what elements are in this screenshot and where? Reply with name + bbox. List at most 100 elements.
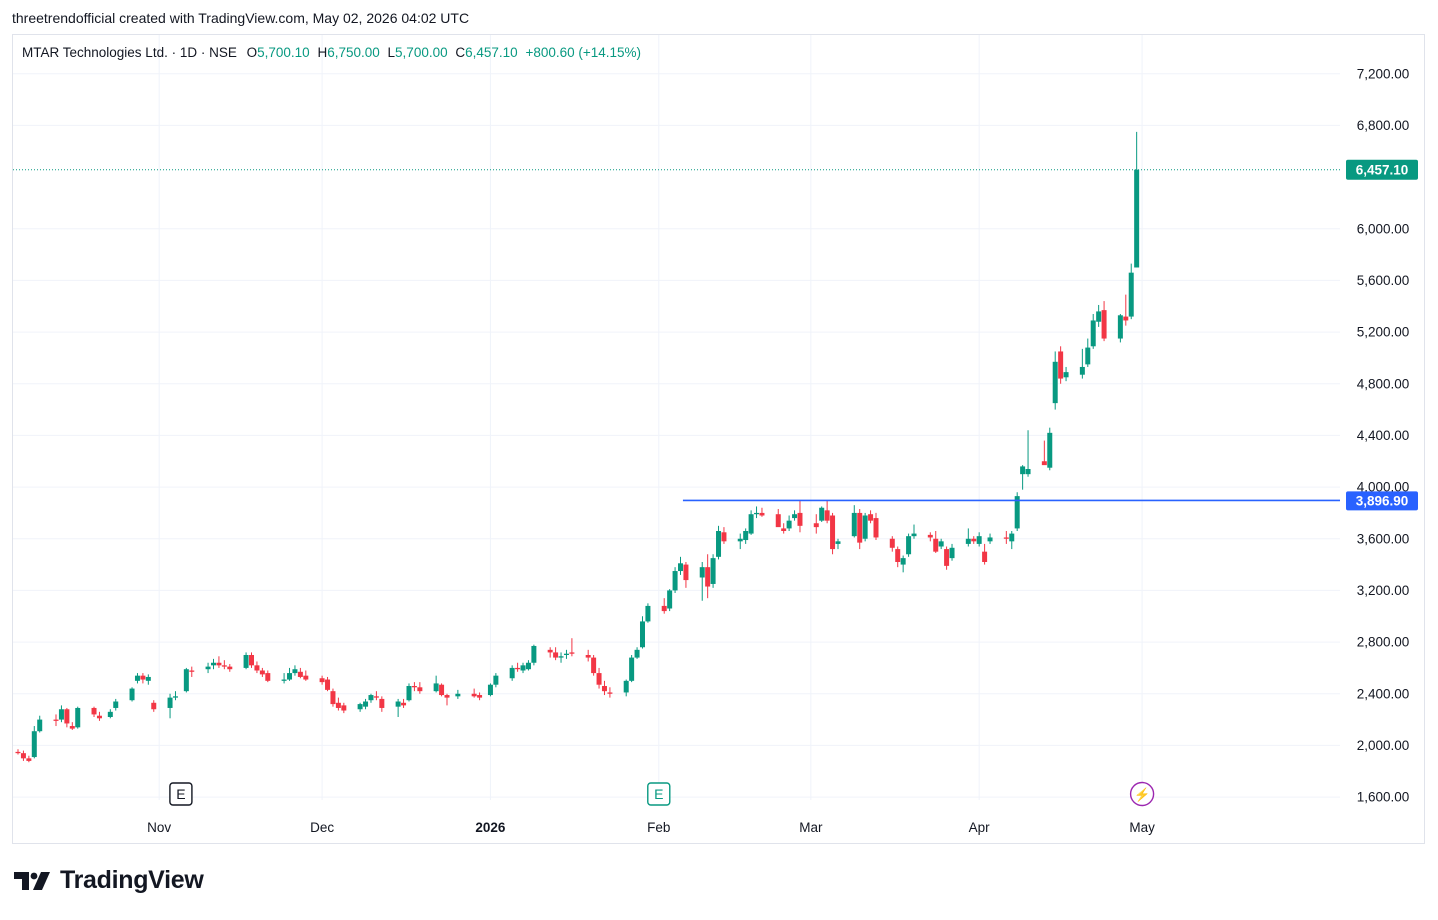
dividend-event-label: ⚡ (1134, 787, 1150, 803)
candle-body (493, 675, 499, 685)
candle-body (113, 701, 119, 708)
price-axis-label: 6,000.00 (1357, 221, 1410, 236)
candle-body (140, 675, 146, 680)
ohlc-legend: MTAR Technologies Ltd. · 1D · NSE O5,700… (22, 45, 641, 60)
candle-body (889, 538, 895, 548)
candle-body (417, 687, 423, 692)
candle-body (303, 675, 309, 680)
candle-body (938, 541, 944, 547)
chart-panel[interactable] (12, 34, 1425, 844)
candle-body (319, 678, 325, 683)
candle-body (1003, 537, 1009, 539)
close-value: 6,457.10 (465, 45, 518, 60)
candle-body (792, 514, 798, 519)
candle-body (596, 673, 602, 685)
candle-body (851, 512, 857, 537)
price-axis-label: 5,600.00 (1357, 273, 1410, 288)
candle-body (1134, 169, 1140, 268)
candle-body (129, 688, 135, 701)
candle-body (281, 679, 287, 681)
candle-body (672, 571, 678, 591)
candle-body (797, 512, 803, 526)
time-axis-label: Nov (147, 820, 171, 835)
price-axis-label: 4,400.00 (1357, 428, 1410, 443)
candle-body (710, 558, 716, 584)
candle-body (134, 675, 140, 681)
candle-body (748, 514, 754, 534)
candle-body (987, 537, 993, 542)
candle-body (471, 693, 477, 697)
candle-body (819, 507, 825, 521)
candle-body (634, 649, 640, 658)
price-axis-label: 2,000.00 (1357, 738, 1410, 753)
candle-body (145, 676, 151, 681)
symbol-label[interactable]: MTAR Technologies Ltd. · 1D · NSE (22, 45, 237, 60)
candle-body (835, 541, 841, 544)
candle-body (411, 686, 417, 688)
time-axis-label: Mar (799, 820, 823, 835)
candle-body (341, 705, 347, 711)
candle-body (26, 758, 32, 761)
price-axis-label: 2,400.00 (1357, 686, 1410, 701)
time-axis-label: Apr (969, 820, 991, 835)
price-axis-label: 1,600.00 (1357, 790, 1410, 805)
price-axis-label: 3,600.00 (1357, 531, 1410, 546)
candle-body (525, 662, 531, 670)
candle-body (1047, 432, 1053, 468)
candle-body (509, 667, 515, 679)
candle-body (249, 655, 255, 666)
candle-body (292, 669, 298, 674)
candle-body (20, 753, 26, 759)
candle-body (900, 558, 906, 565)
low-key: L (387, 45, 396, 60)
candle-body (363, 701, 369, 707)
time-axis-label: Dec (310, 820, 334, 835)
horizontal-level-price-tag (1346, 491, 1418, 511)
high-key: H (317, 45, 328, 60)
candle-body (395, 701, 401, 707)
candle-body (31, 731, 37, 758)
candle-body (151, 702, 157, 710)
candle-body (265, 673, 271, 681)
candle-body (433, 683, 439, 692)
candle-body (721, 532, 727, 542)
candle-body (971, 538, 977, 542)
candle-body (927, 534, 933, 538)
candle-body (172, 696, 178, 698)
candle-body (661, 605, 667, 612)
candle-body (444, 695, 450, 698)
candle-body (1009, 533, 1015, 542)
candle-body (639, 621, 645, 648)
earnings-event-label: E (176, 786, 185, 802)
candle-body (401, 702, 407, 706)
candle-body (1128, 272, 1134, 317)
candle-body (645, 605, 651, 622)
candle-body (813, 523, 819, 528)
earnings-event-icon[interactable] (169, 782, 193, 806)
candle-body (325, 679, 331, 690)
candle-body (965, 538, 971, 544)
open-value: 5,700.10 (257, 45, 310, 60)
low-value: 5,700.00 (395, 45, 448, 60)
candle-body (487, 684, 493, 696)
dividend-event-icon[interactable] (1129, 781, 1155, 807)
price-axis-label: 5,200.00 (1357, 325, 1410, 340)
candle-body (205, 666, 211, 670)
candle-body (944, 549, 950, 566)
tradingview-logo[interactable]: TradingView (14, 866, 204, 895)
candle-body (64, 709, 70, 724)
candle-body (335, 702, 341, 708)
candle-body (1014, 496, 1020, 529)
tradingview-wordmark: TradingView (60, 866, 204, 894)
candle-body (607, 692, 613, 694)
candle-body (629, 657, 635, 681)
candle-body (933, 538, 939, 552)
candle-body (911, 533, 917, 537)
candle-body (743, 531, 749, 541)
candle-body (406, 686, 412, 701)
last-price-tag (1346, 159, 1418, 180)
change-value: +800.60 (+14.15%) (525, 45, 642, 60)
earnings-event-icon[interactable] (647, 782, 671, 806)
candle-body (216, 662, 222, 666)
